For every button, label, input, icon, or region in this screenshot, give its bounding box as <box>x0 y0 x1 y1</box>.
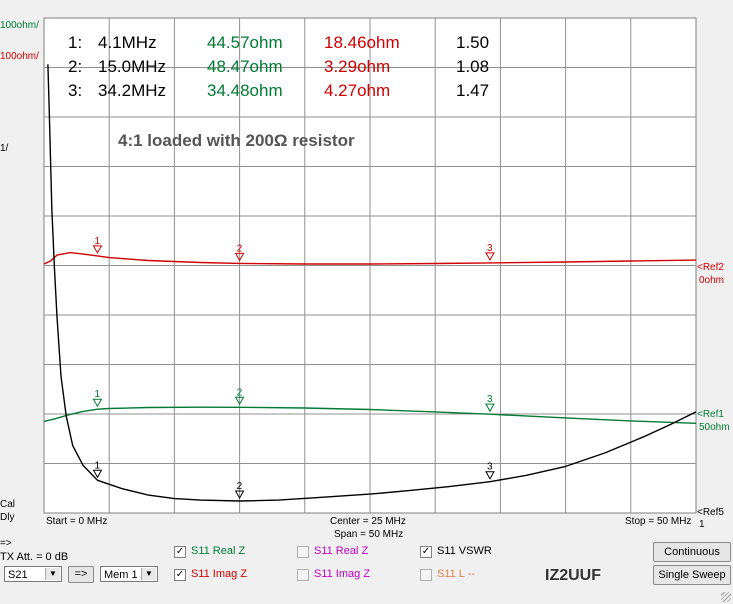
trace-toggle-label[interactable]: S11 Imag Z <box>191 568 248 580</box>
ref1-value: 50ohm <box>699 422 730 433</box>
ref5-value: 1 <box>699 519 705 530</box>
marker-label: 3 <box>487 394 493 405</box>
memory-value: Mem 1 <box>104 569 138 581</box>
marker-triangle <box>485 252 495 261</box>
ref5-label: <Ref5 <box>697 507 724 518</box>
marker-2-num: 2: <box>68 57 83 76</box>
markers: 1 2 3 1 2 3 1 2 3 <box>92 236 495 500</box>
apply-button[interactable]: => <box>68 566 94 583</box>
scale-label-vswr: 1/ <box>0 143 9 154</box>
trace-toggle-label[interactable]: S11 Real Z <box>314 545 369 557</box>
trace-toggle-checkbox[interactable]: ✓ <box>174 546 186 558</box>
callsign: IZ2UUF <box>545 567 601 584</box>
ref2-label: <Ref2 <box>697 262 724 273</box>
trace-toggle-checkbox[interactable]: ✓ <box>420 546 432 558</box>
marker-3-freq: 34.2MHz <box>98 81 167 100</box>
marker-3-vswr: 1.47 <box>456 81 490 100</box>
marker-2-freq: 15.0MHz <box>98 57 167 76</box>
marker-label: 3 <box>487 243 493 254</box>
marker-label: 1 <box>94 236 100 247</box>
marker-triangle <box>234 396 245 406</box>
marker-label: 1 <box>94 389 100 400</box>
marker-1-imag: 18.46ohm <box>324 33 400 52</box>
marker-triangle <box>92 398 103 408</box>
marker-3-real: 34.48ohm <box>207 81 283 100</box>
marker-label: 1 <box>94 460 100 471</box>
marker-1-real: 44.57ohm <box>207 33 283 52</box>
trace-toggle-checkbox[interactable] <box>297 546 309 558</box>
marker-triangle <box>485 471 495 480</box>
marker-2-vswr: 1.08 <box>456 57 490 76</box>
single-sweep-button[interactable]: Single Sweep <box>653 565 731 585</box>
marker-2-real: 48.47ohm <box>207 57 283 76</box>
ref2-value: 0ohm <box>699 275 725 286</box>
trace-toggle-label[interactable]: S11 L -- <box>437 568 475 580</box>
stop-freq: Stop = 50 MHz <box>625 516 692 527</box>
trace-toggle-label[interactable]: S11 VSWR <box>437 545 492 557</box>
cal-label: Cal <box>0 499 16 510</box>
grid <box>44 18 696 513</box>
marker-1-num: 1: <box>68 33 83 52</box>
marker-label: 3 <box>487 462 493 473</box>
tx-att-label: TX Att. = 0 dB <box>0 551 69 563</box>
trace-toggle-checkbox[interactable] <box>297 569 309 581</box>
start-freq: Start = 0 MHz <box>46 516 108 527</box>
scale-label-real: 100ohm/ <box>0 20 39 31</box>
annotation: 4:1 loaded with 200Ω resistor <box>118 131 355 150</box>
marker-triangle <box>92 245 103 254</box>
resize-grip[interactable] <box>721 592 731 602</box>
traces <box>43 64 697 502</box>
trace-toggle-label[interactable]: S11 Real Z <box>191 545 246 557</box>
trace-s11-imag-z <box>43 251 697 265</box>
trace-toggle-label[interactable]: S11 Imag Z <box>314 568 371 580</box>
marker-triangle <box>234 490 245 500</box>
arrow-label: => <box>0 538 12 549</box>
marker-1-freq: 4.1MHz <box>98 33 157 52</box>
dly-label: Dly <box>0 512 15 523</box>
marker-1-vswr: 1.50 <box>456 33 490 52</box>
chevron-down-icon[interactable]: ▼ <box>45 568 60 580</box>
trace-toggle-checkbox[interactable] <box>420 569 432 581</box>
marker-label: 2 <box>237 387 243 398</box>
s-param-value: S21 <box>8 569 28 581</box>
trace-toggle-checkbox[interactable]: ✓ <box>174 569 186 581</box>
marker-triangle <box>485 403 495 413</box>
marker-3-num: 3: <box>68 81 83 100</box>
scale-label-imag: 100ohm/ <box>0 51 39 62</box>
marker-label: 2 <box>237 481 243 492</box>
span-freq: Span = 50 MHz <box>334 529 404 540</box>
marker-triangle <box>92 469 103 479</box>
marker-3-imag: 4.27ohm <box>324 81 391 100</box>
trace-s11-real-z <box>43 406 697 424</box>
ref1-label: <Ref1 <box>697 409 724 420</box>
memory-select[interactable]: Mem 1 ▼ <box>100 566 158 582</box>
marker-triangle <box>234 252 245 262</box>
continuous-button[interactable]: Continuous <box>653 542 731 562</box>
center-freq: Center = 25 MHz <box>330 516 406 527</box>
marker-2-imag: 3.29ohm <box>324 57 391 76</box>
chevron-down-icon[interactable]: ▼ <box>141 568 156 580</box>
trace-s11-vswr <box>47 64 697 502</box>
marker-label: 2 <box>237 243 243 254</box>
s-param-select[interactable]: S21 ▼ <box>4 566 62 582</box>
